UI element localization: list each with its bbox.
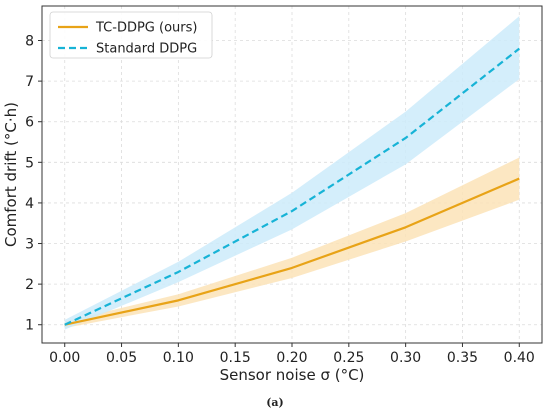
x-tick-label: 0.00	[49, 350, 80, 366]
confidence-bands	[64, 16, 520, 330]
x-axis-label: Sensor noise σ (°C)	[220, 366, 365, 384]
legend-label-standard-ddpg: Standard DDPG	[96, 42, 197, 57]
x-tick-label: 0.35	[447, 350, 478, 366]
confidence-band-0	[64, 157, 520, 328]
chart-svg: 0.00 0.05 0.10 0.15 0.20 0.25 0.30 0.35 0.40 1 2 3 4…	[2, 5, 543, 384]
legend-box	[49, 11, 213, 59]
y-axis-label: Comfort drift (°C·h)	[2, 102, 20, 247]
x-tick-label: 0.40	[504, 350, 535, 366]
y-tick-label: 1	[25, 318, 34, 334]
confidence-band-1	[64, 16, 520, 330]
y-tick-label: 2	[25, 277, 34, 293]
legend: TC-DDPG (ours) Standard DDPG	[49, 11, 213, 59]
y-tick-label: 3	[25, 237, 34, 253]
x-tick-label: 0.20	[276, 350, 307, 366]
y-tick-label: 5	[25, 155, 34, 171]
figure-caption: (a)	[266, 396, 284, 409]
legend-label-tc-ddpg: TC-DDPG (ours)	[95, 21, 197, 36]
x-tick-label: 0.15	[220, 350, 251, 366]
x-tick-label: 0.30	[390, 350, 421, 366]
y-tick-label: 6	[25, 115, 34, 131]
x-tick-label: 0.05	[106, 350, 137, 366]
y-tick-label: 8	[25, 34, 34, 50]
series-lines	[64, 47, 520, 326]
x-tick-label: 0.25	[333, 350, 364, 366]
y-tick-label: 7	[25, 74, 34, 90]
tick-labels: 0.00 0.05 0.10 0.15 0.20 0.25 0.30 0.35 0.40 1 2 3 4…	[25, 34, 535, 366]
x-tick-label: 0.10	[163, 350, 194, 366]
y-tick-label: 4	[25, 196, 34, 212]
